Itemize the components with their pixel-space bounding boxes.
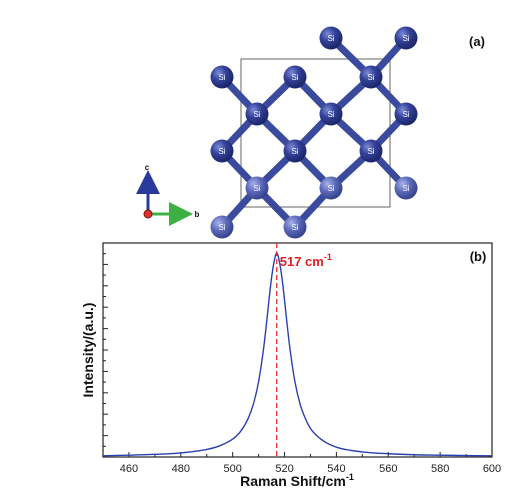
peak-annotation-text: 517 cm: [280, 254, 324, 269]
x-tick-label: 580: [431, 463, 449, 475]
x-tick-label: 600: [483, 463, 501, 475]
si-atom: Si: [319, 26, 343, 50]
si-atom-sphere: [394, 176, 418, 200]
si-atom: Si: [359, 139, 383, 163]
axes-indicator: c b: [136, 163, 200, 226]
si-atom-sphere: [283, 215, 307, 239]
si-atom-label: Si: [253, 110, 260, 119]
raman-spectrum-line: [102, 252, 493, 457]
si-atom-sphere: [394, 102, 418, 126]
si-atom: Si: [210, 215, 234, 239]
c-axis-label: c: [145, 163, 150, 172]
si-atom-label: Si: [327, 34, 334, 43]
si-atom-label: Si: [402, 184, 409, 193]
si-atom: Si: [394, 26, 418, 50]
si-atom-sphere: [319, 176, 343, 200]
si-atom-sphere: [319, 26, 343, 50]
x-tick-label: 480: [172, 463, 190, 475]
y-axis-ticks: [103, 242, 108, 458]
si-atom-label: Si: [253, 184, 260, 193]
si-atom: Si: [283, 139, 307, 163]
si-atom-label: Si: [218, 147, 225, 156]
si-atom: Si: [210, 65, 234, 89]
y-axis-title: Intensity/(a.u.): [80, 303, 96, 398]
si-atom: Si: [245, 102, 269, 126]
si-atom: Si: [245, 176, 269, 200]
axis-origin: [143, 209, 153, 219]
si-atom-label: Si: [327, 184, 334, 193]
si-atom-label: Si: [291, 147, 298, 156]
bond-network: [218, 34, 410, 231]
si-atom: Si: [359, 65, 383, 89]
si-atom-label: Si: [367, 147, 374, 156]
si-atom: Si: [394, 102, 418, 126]
si-atom-label: Si: [218, 73, 225, 82]
si-atom-label: Si: [327, 110, 334, 119]
x-axis-ticks: 460 480 500 520 540 560 580 600: [102, 452, 501, 475]
si-atom: Si: [210, 139, 234, 163]
x-tick-label: 560: [379, 463, 397, 475]
x-tick-label: 520: [275, 463, 293, 475]
x-axis-title-sup: -1: [346, 472, 354, 482]
plot-frame: [102, 242, 493, 458]
si-atom: Si: [319, 176, 343, 200]
si-atom-sphere: [359, 139, 383, 163]
si-atom-sphere: [210, 139, 234, 163]
si-atom-label: Si: [291, 73, 298, 82]
x-tick-label: 460: [120, 463, 138, 475]
si-atom-label: Si: [291, 223, 298, 232]
panel-a-label: (a): [469, 34, 485, 49]
si-atom-sphere: [245, 176, 269, 200]
b-axis-label: b: [195, 210, 200, 219]
si-atom-sphere: [210, 215, 234, 239]
si-atom-sphere: [283, 65, 307, 89]
x-axis-title: Raman Shift/cm-1: [240, 472, 354, 489]
crystal-structure-panel: Si Si Si Si Si Si Si Si Si Si Si Si Si Si Si Si c b (a): [136, 26, 485, 239]
atom-group: Si Si Si Si Si Si Si Si Si Si Si Si Si Si Si Si: [210, 26, 418, 239]
si-atom-label: Si: [402, 110, 409, 119]
si-atom-sphere: [245, 102, 269, 126]
x-axis-title-text: Raman Shift/cm: [240, 473, 346, 489]
raman-chart: 460 480 500 520 540 560 580 600 517 cm-1 (b) Ra…: [80, 242, 501, 489]
peak-annotation: 517 cm-1: [280, 252, 332, 269]
si-atom-sphere: [359, 65, 383, 89]
si-atom: Si: [283, 65, 307, 89]
si-atom-label: Si: [367, 73, 374, 82]
x-tick-label: 500: [223, 463, 241, 475]
si-atom-label: Si: [402, 34, 409, 43]
si-atom-sphere: [394, 26, 418, 50]
si-atom-sphere: [210, 65, 234, 89]
si-atom-sphere: [283, 139, 307, 163]
panel-b-label: (b): [470, 249, 487, 264]
si-atom-label: Si: [218, 223, 225, 232]
si-atom: Si: [319, 102, 343, 126]
si-atom-sphere: [319, 102, 343, 126]
x-tick-label: 540: [327, 463, 345, 475]
si-atom: Si: [394, 176, 418, 200]
peak-annotation-sup: -1: [324, 252, 332, 262]
si-atom: Si: [283, 215, 307, 239]
